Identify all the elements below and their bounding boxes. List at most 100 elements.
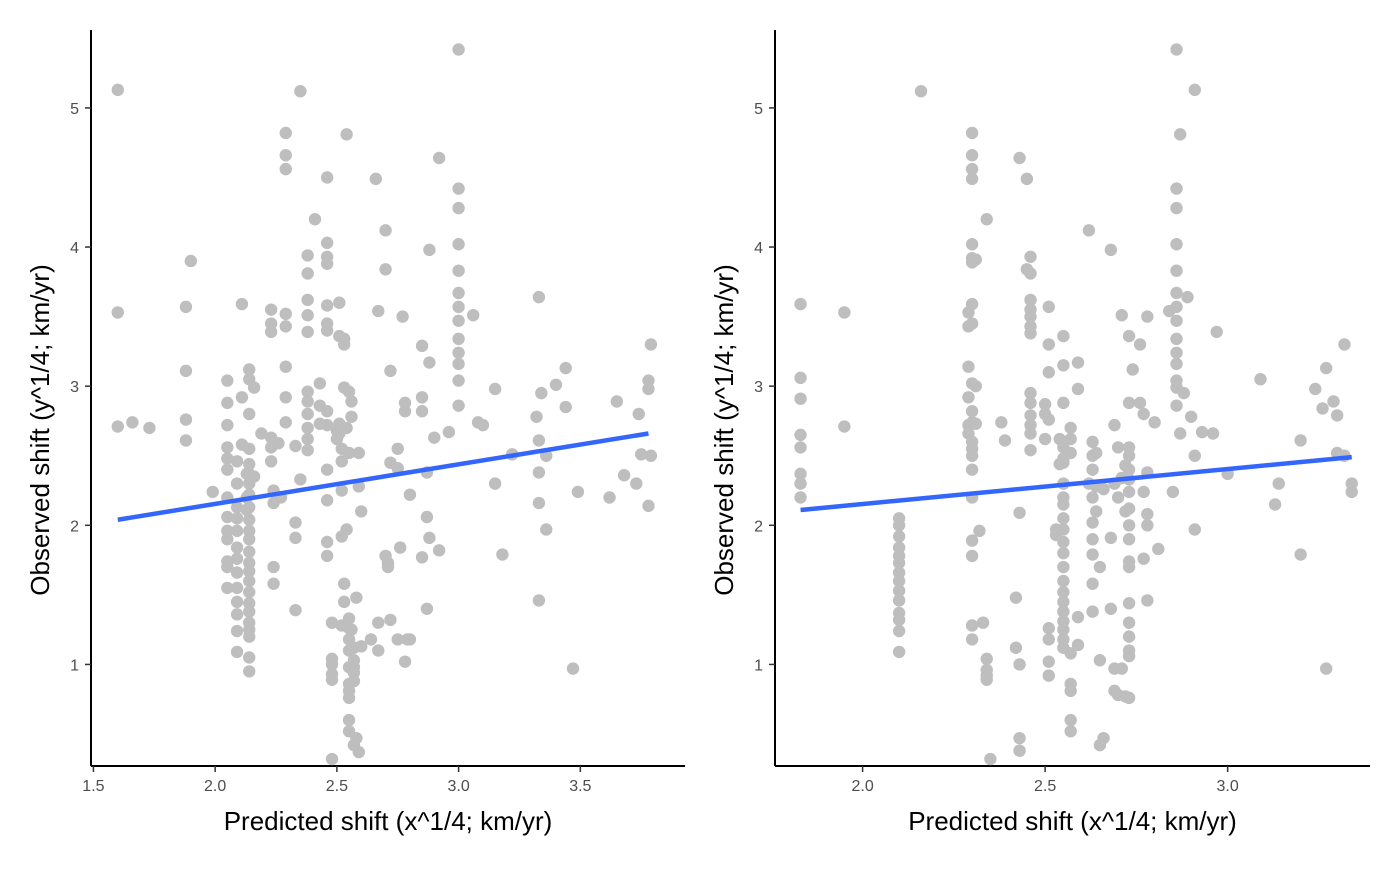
data-point — [247, 381, 261, 394]
data-point — [403, 633, 417, 646]
data-point — [1064, 713, 1077, 727]
data-point — [243, 457, 256, 471]
data-point — [320, 324, 334, 337]
x-tick-label: 2.5 — [1034, 778, 1056, 795]
data-point — [1086, 435, 1099, 449]
data-point — [1137, 407, 1150, 421]
data-point — [264, 303, 278, 316]
data-point — [345, 410, 358, 423]
data-point — [1064, 432, 1077, 446]
data-point — [1133, 396, 1147, 410]
data-point — [452, 264, 465, 277]
data-point — [1057, 512, 1070, 525]
data-point — [535, 386, 548, 400]
data-point — [221, 396, 234, 410]
data-point — [1170, 346, 1183, 359]
data-point — [1294, 548, 1307, 561]
data-point — [243, 533, 256, 546]
data-point — [1042, 655, 1055, 668]
data-point — [1071, 382, 1085, 396]
data-point — [1042, 413, 1055, 426]
data-point — [230, 477, 244, 490]
scatter-points — [111, 43, 658, 766]
data-point — [794, 392, 807, 405]
data-point — [420, 602, 434, 615]
data-point — [452, 201, 465, 215]
data-point — [230, 608, 244, 621]
data-point — [1104, 243, 1118, 257]
data-point — [1111, 491, 1125, 504]
x-axis-title: Predicted shift (x^1/4; km/yr) — [908, 806, 1237, 836]
data-point — [1057, 498, 1070, 511]
data-point — [235, 297, 249, 311]
data-point — [892, 624, 906, 638]
data-point — [179, 300, 193, 314]
data-point — [1170, 300, 1183, 314]
data-point — [892, 584, 906, 597]
data-point — [1133, 338, 1147, 351]
data-point — [965, 449, 979, 462]
data-point — [488, 382, 502, 396]
data-point — [1268, 498, 1282, 511]
data-point — [1137, 552, 1150, 565]
data-point — [1086, 577, 1099, 590]
data-point — [1122, 329, 1136, 343]
data-point — [1042, 338, 1055, 351]
data-point — [530, 410, 543, 423]
data-point — [962, 360, 975, 373]
data-point — [391, 633, 404, 646]
data-point — [301, 385, 314, 398]
data-point — [179, 434, 193, 447]
data-point — [320, 549, 334, 563]
data-point — [423, 243, 436, 257]
data-point — [1024, 396, 1037, 410]
data-point — [838, 306, 851, 319]
data-point — [1024, 443, 1037, 457]
data-point — [342, 612, 356, 625]
data-point — [1152, 542, 1165, 556]
data-point — [632, 407, 645, 421]
data-point — [965, 297, 979, 311]
data-point — [1111, 441, 1125, 454]
data-point — [452, 374, 465, 387]
data-point — [1024, 267, 1037, 280]
data-point — [1122, 533, 1136, 546]
data-point — [347, 674, 361, 688]
data-point — [1013, 151, 1026, 165]
y-tick-label: 4 — [754, 240, 763, 257]
data-point — [264, 455, 278, 468]
data-point — [892, 574, 906, 588]
data-point — [111, 83, 124, 97]
data-point — [1170, 399, 1183, 412]
data-point — [1057, 359, 1070, 372]
y-tick-label: 2 — [70, 518, 79, 535]
data-point — [1086, 491, 1099, 504]
data-point — [1210, 325, 1223, 339]
data-point — [1086, 605, 1099, 618]
data-point — [320, 236, 334, 250]
data-point — [111, 306, 124, 319]
data-point — [452, 238, 465, 251]
data-point — [1090, 446, 1103, 460]
data-point — [1057, 535, 1070, 549]
data-point — [243, 407, 256, 421]
data-point — [221, 418, 234, 432]
data-point — [1057, 456, 1070, 469]
data-point — [235, 391, 249, 404]
data-point — [381, 560, 395, 574]
data-point — [965, 238, 979, 251]
data-point — [617, 469, 631, 482]
data-point — [794, 297, 807, 311]
data-point — [342, 446, 356, 460]
data-point — [279, 307, 292, 321]
data-point — [1122, 463, 1136, 476]
data-point — [1024, 293, 1037, 307]
data-point — [571, 485, 585, 499]
data-point — [476, 418, 490, 432]
data-point — [1082, 224, 1096, 237]
data-point — [126, 416, 139, 429]
data-point — [143, 421, 156, 435]
data-point — [984, 752, 997, 766]
data-point — [452, 182, 465, 195]
y-axis-title: Observed shift (y^1/4; km/yr) — [709, 264, 739, 596]
